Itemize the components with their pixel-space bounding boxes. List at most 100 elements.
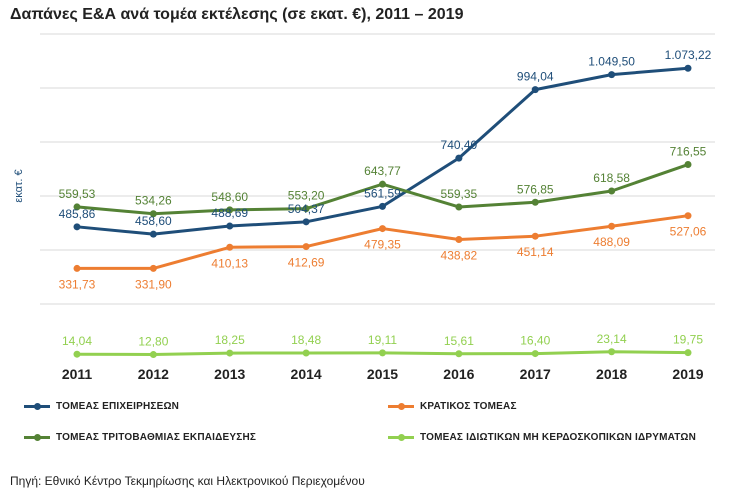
data-point xyxy=(149,230,157,238)
data-label: 559,53 xyxy=(59,187,96,201)
legend-item: ΤΟΜΕΑΣ ΤΡΙΤΟΒΑΘΜΙΑΣ ΕΚΠΑΙΔΕΥΣΗΣ xyxy=(24,429,256,445)
legend-swatch xyxy=(24,402,50,410)
data-point xyxy=(455,236,463,244)
data-point xyxy=(379,202,386,210)
data-label: 19,75 xyxy=(673,333,703,347)
series-points xyxy=(73,64,692,359)
data-point xyxy=(226,243,234,251)
x-tick-label: 2012 xyxy=(138,366,169,382)
data-label: 23,14 xyxy=(597,332,627,346)
x-tick-label: 2018 xyxy=(596,366,627,382)
data-label: 451,14 xyxy=(517,245,554,259)
legend-label: ΤΟΜΕΑΣ ΙΔΙΩΤΙΚΩΝ ΜΗ ΚΕΡΔΟΣΚΟΠΙΚΩΝ ΙΔΡΥΜΑ… xyxy=(420,431,697,443)
x-tick-label: 2011 xyxy=(62,366,93,382)
data-point xyxy=(455,350,463,358)
data-label: 559,35 xyxy=(441,187,478,201)
x-tick-label: 2019 xyxy=(672,366,703,382)
data-label: 527,06 xyxy=(670,225,707,239)
line-chart: εκατ. € 485,86 458,60 488,69 504,37 561,59 74… xyxy=(13,33,715,382)
data-label: 488,69 xyxy=(211,206,248,220)
data-point xyxy=(302,205,310,213)
x-tick-label: 2013 xyxy=(214,366,245,382)
legend-swatch xyxy=(388,433,414,441)
data-point xyxy=(684,212,692,220)
data-point xyxy=(302,243,310,251)
data-labels: 485,86 458,60 488,69 504,37 561,59 740,40 994,… xyxy=(59,48,712,348)
data-label: 12,80 xyxy=(138,335,168,349)
data-label: 716,55 xyxy=(670,145,707,159)
data-point xyxy=(531,232,539,240)
data-point xyxy=(379,180,386,188)
data-label: 1.049,50 xyxy=(588,55,635,69)
data-label: 534,26 xyxy=(135,194,172,208)
data-point xyxy=(302,349,310,357)
data-point xyxy=(608,348,616,356)
data-point xyxy=(226,349,234,357)
data-label: 16,40 xyxy=(520,334,550,348)
data-label: 618,58 xyxy=(593,171,630,185)
data-label: 553,20 xyxy=(288,189,325,203)
data-point xyxy=(379,349,386,357)
data-point xyxy=(379,225,386,233)
data-label: 18,25 xyxy=(215,333,245,347)
data-label: 14,04 xyxy=(62,334,92,348)
chart-title: Δαπάνες Ε&Α ανά τομέα εκτέλεσης (σε εκατ… xyxy=(10,6,464,23)
x-tick-label: 2015 xyxy=(367,366,398,382)
data-point xyxy=(684,161,692,169)
data-point xyxy=(149,210,157,218)
data-point xyxy=(684,64,692,72)
data-label: 412,69 xyxy=(288,256,325,270)
x-tick-label: 2017 xyxy=(520,366,551,382)
data-point xyxy=(608,222,616,230)
data-label: 994,04 xyxy=(517,70,554,84)
data-label: 458,60 xyxy=(135,214,172,228)
series-lines xyxy=(75,66,690,357)
data-label: 410,13 xyxy=(211,256,248,270)
x-tick-label: 2014 xyxy=(291,366,322,382)
data-point xyxy=(73,203,81,211)
data-label: 561,59 xyxy=(364,186,401,200)
data-point xyxy=(531,198,539,206)
data-label: 15,61 xyxy=(444,334,474,348)
source-note: Πηγή: Εθνικό Κέντρο Τεκμηρίωσης και Ηλεκ… xyxy=(10,474,365,488)
legend-swatch xyxy=(388,402,414,410)
data-label: 488,09 xyxy=(593,235,630,249)
legend-item: ΤΟΜΕΑΣ ΙΔΙΩΤΙΚΩΝ ΜΗ ΚΕΡΔΟΣΚΟΠΙΚΩΝ ΙΔΡΥΜΑ… xyxy=(388,429,696,445)
data-point xyxy=(531,86,539,94)
data-label: 576,85 xyxy=(517,182,554,196)
legend-label: ΤΟΜΕΑΣ ΕΠΙΧΕΙΡΗΣΕΩΝ xyxy=(56,400,180,412)
legend-swatch xyxy=(24,433,50,441)
data-point xyxy=(149,351,157,359)
data-point xyxy=(73,350,81,358)
legend-label: ΤΟΜΕΑΣ ΤΡΙΤΟΒΑΘΜΙΑΣ ΕΚΠΑΙΔΕΥΣΗΣ xyxy=(56,431,257,443)
data-label: 18,48 xyxy=(291,333,321,347)
data-label: 504,37 xyxy=(288,202,325,216)
data-point xyxy=(149,264,157,272)
legend-item: ΚΡΑΤΙΚΟΣ ΤΟΜΕΑΣ xyxy=(388,398,517,414)
data-label: 331,90 xyxy=(135,277,172,291)
data-point xyxy=(302,218,310,226)
data-label: 19,11 xyxy=(368,333,397,347)
data-label: 740,40 xyxy=(441,138,478,152)
data-point xyxy=(455,203,463,211)
data-point xyxy=(226,222,234,230)
x-axis-ticks: 2011 2012 2013 2014 2015 2016 2017 2018 2019 xyxy=(62,366,704,382)
data-label: 548,60 xyxy=(211,190,248,204)
data-label: 485,86 xyxy=(59,207,96,221)
legend-label: ΚΡΑΤΙΚΟΣ ΤΟΜΕΑΣ xyxy=(420,400,517,412)
legend-item: ΤΟΜΕΑΣ ΕΠΙΧΕΙΡΗΣΕΩΝ xyxy=(24,398,179,414)
x-tick-label: 2016 xyxy=(443,366,474,382)
gridlines xyxy=(40,33,715,305)
data-point xyxy=(608,187,616,195)
data-label: 479,35 xyxy=(364,238,401,252)
data-label: 643,77 xyxy=(364,164,401,178)
data-point xyxy=(531,350,539,358)
data-label: 331,73 xyxy=(59,277,96,291)
data-point xyxy=(73,223,81,231)
data-point xyxy=(455,154,463,162)
data-label: 1.073,22 xyxy=(665,48,712,62)
data-point xyxy=(73,264,81,272)
data-label: 438,82 xyxy=(441,249,478,263)
data-point xyxy=(684,349,692,357)
data-point xyxy=(226,206,234,214)
